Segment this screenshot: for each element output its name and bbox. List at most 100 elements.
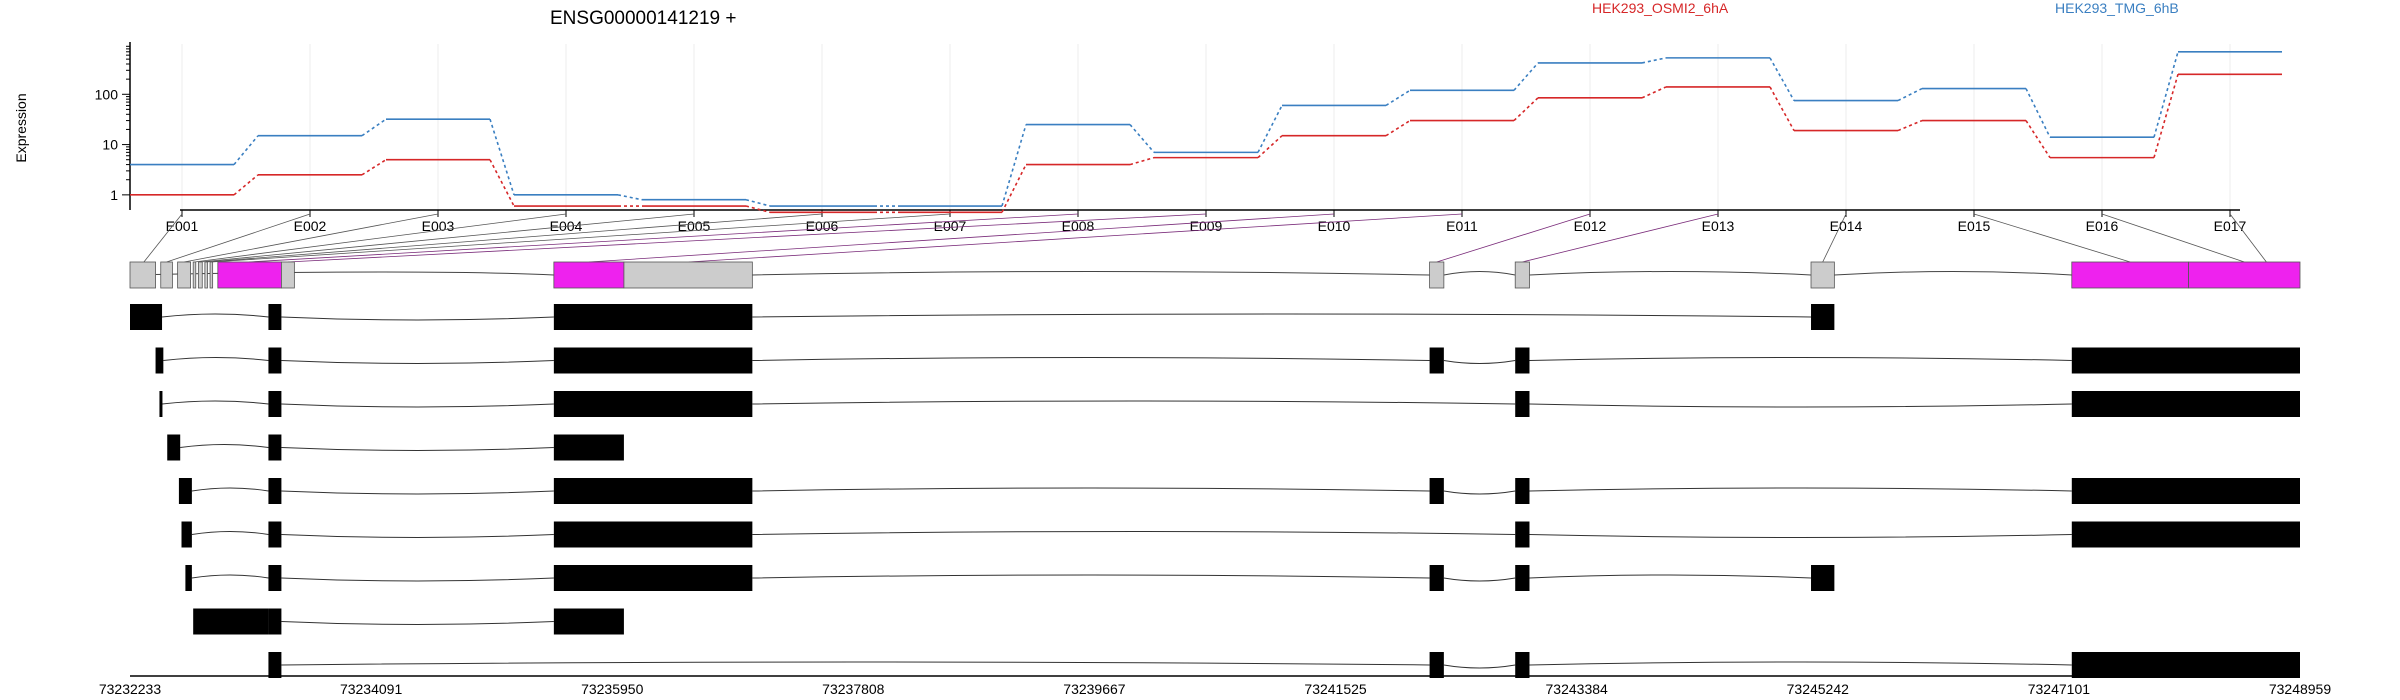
- transcript-exon: [130, 304, 163, 330]
- transcript-exon: [268, 304, 282, 330]
- exon-link: [2101, 213, 2245, 263]
- transcript-intron: [752, 313, 1812, 318]
- transcript-intron: [752, 400, 1516, 405]
- transcript-exon: [553, 347, 753, 374]
- exon-link: [248, 213, 1079, 263]
- transcript-intron: [180, 444, 269, 448]
- transcript-exon: [553, 391, 753, 417]
- exon-link: [200, 213, 695, 263]
- exon-link: [1436, 213, 1591, 263]
- genome-tick-label: 73241525: [1304, 681, 1367, 697]
- x-tick-label: E002: [294, 218, 327, 234]
- transcript-exon: [181, 521, 192, 548]
- exon-link: [1822, 213, 1847, 263]
- exon-link: [2229, 213, 2267, 263]
- series-connector: [233, 51, 2179, 207]
- transcript-exon: [553, 434, 624, 461]
- intron-line: [1443, 271, 1516, 276]
- exon-link: [206, 213, 823, 263]
- exon-link: [211, 213, 951, 263]
- transcript-exon: [268, 608, 282, 635]
- gene-model: [129, 261, 2301, 289]
- gene-exon: [2188, 261, 2301, 289]
- x-tick-label: E015: [1958, 218, 1991, 234]
- gene-exon: [281, 261, 295, 289]
- x-tick-label: E003: [422, 218, 455, 234]
- gene-exon: [209, 261, 214, 289]
- intron-line: [1529, 271, 1812, 276]
- legend-entry: HEK293_TMG_6hB: [2055, 0, 2179, 16]
- series-line: [130, 73, 2282, 214]
- exon-link: [1522, 213, 1719, 263]
- gene-exon: [623, 261, 753, 289]
- intron-line: [752, 271, 1430, 276]
- transcript-intron: [281, 316, 554, 321]
- gene-exon: [160, 261, 173, 289]
- x-tick-label: E017: [2214, 218, 2247, 234]
- genome-tick-label: 73234091: [340, 681, 403, 697]
- transcript-exon: [178, 478, 192, 504]
- gene-exon: [2071, 261, 2189, 289]
- exon-link: [143, 213, 183, 263]
- transcript-intron: [161, 400, 269, 405]
- genome-tick-label: 73243384: [1546, 681, 1609, 697]
- y-tick-label: 10: [102, 137, 118, 153]
- x-tick-label: E009: [1190, 218, 1223, 234]
- transcript-intron: [281, 490, 554, 495]
- transcript-intron: [752, 531, 1516, 535]
- gene-exon: [1810, 261, 1835, 289]
- transcript-intron: [752, 574, 1430, 579]
- transcript-intron: [1529, 357, 2072, 361]
- legend: HEK293_OSMI2_6hA HEK293_TMG_6hB: [1592, 0, 2179, 16]
- gene-exon: [129, 261, 156, 289]
- transcript-exon: [185, 565, 192, 591]
- x-tick-label: E016: [2086, 218, 2119, 234]
- transcript-exon: [553, 565, 753, 591]
- transcript-intron: [1443, 664, 1516, 669]
- transcript-exon: [268, 347, 282, 374]
- transcript-intron: [281, 403, 554, 408]
- transcript-intron: [191, 574, 269, 579]
- exon-link: [184, 213, 439, 263]
- transcript-exon: [1429, 652, 1444, 678]
- gene-exon: [553, 261, 625, 289]
- transcript-intron: [281, 360, 554, 364]
- transcript-intron: [281, 534, 554, 538]
- gene-exon: [217, 261, 282, 289]
- exon-link: [688, 213, 1463, 263]
- gene-exon: [177, 261, 191, 289]
- x-tick-label: E001: [166, 218, 199, 234]
- transcript-exon: [2071, 521, 2300, 548]
- transcript-exon: [2071, 391, 2300, 417]
- intron-line: [1834, 271, 2072, 276]
- transcript-exon: [553, 478, 753, 504]
- transcript-exon: [155, 347, 164, 374]
- x-tick-label: E014: [1830, 218, 1863, 234]
- exon-links: [143, 213, 2267, 263]
- transcript-intron: [1529, 403, 2072, 408]
- transcript-exon: [1429, 565, 1444, 591]
- transcript-exon: [268, 478, 282, 504]
- y-axis-label: Expression: [13, 93, 29, 162]
- transcript-exon: [268, 391, 282, 417]
- genome-tick-label: 73237808: [822, 681, 885, 697]
- transcript-intron: [752, 357, 1430, 361]
- transcript-intron: [281, 577, 554, 582]
- y-tick-label: 1: [110, 187, 118, 203]
- chart-title: ENSG00000141219 +: [550, 8, 736, 29]
- transcript-exon: [167, 434, 181, 461]
- exon-link: [1973, 213, 2131, 263]
- genome-tick-label: 73248959: [2269, 681, 2332, 697]
- exon-link: [287, 213, 1207, 263]
- transcript-intron: [191, 487, 269, 492]
- legend-entry: HEK293_OSMI2_6hA: [1592, 0, 1729, 16]
- transcript-exon: [268, 565, 282, 591]
- transcript-intron: [191, 531, 269, 535]
- x-tick-label: E013: [1702, 218, 1735, 234]
- transcript-exon: [1429, 347, 1444, 374]
- transcript-intron: [281, 447, 554, 451]
- genome-tick-label: 73247101: [2028, 681, 2091, 697]
- transcript-exon: [1515, 478, 1530, 504]
- gene-exon: [1429, 261, 1445, 289]
